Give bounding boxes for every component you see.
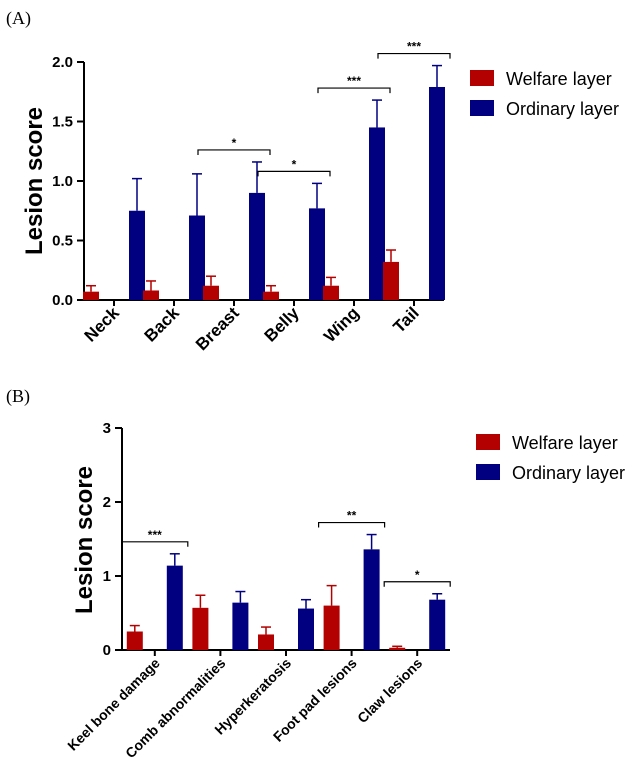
bar	[249, 192, 265, 300]
panel-label-a: (A)	[6, 8, 31, 29]
legend-label: Ordinary layer	[512, 463, 625, 483]
significance-label: *	[415, 568, 420, 582]
legend-swatch	[470, 70, 494, 86]
bar	[383, 261, 399, 300]
significance-bracket	[257, 170, 331, 177]
legend-swatch	[470, 100, 494, 116]
x-tick-label: Tail	[390, 303, 423, 336]
bar	[323, 285, 339, 300]
bar	[309, 208, 325, 300]
legend-label: Ordinary layer	[506, 99, 619, 119]
bar	[189, 215, 205, 300]
y-tick-label: 0.0	[52, 292, 73, 309]
bar	[258, 634, 274, 650]
significance-label: *	[232, 136, 237, 150]
significance-label: *	[292, 157, 297, 171]
significance-bracket	[197, 149, 271, 155]
bar	[429, 86, 445, 301]
significance-bracket	[317, 87, 391, 94]
bar	[166, 565, 183, 650]
bar	[429, 599, 446, 650]
significance-label: ***	[148, 528, 162, 542]
bar	[232, 602, 249, 650]
legend-label: Welfare layer	[512, 433, 618, 453]
bar	[298, 608, 314, 650]
bar	[83, 291, 99, 300]
bar	[323, 605, 340, 650]
panel-label-b: (B)	[6, 386, 30, 407]
y-tick-label: 0.5	[52, 233, 73, 250]
ylabel-a: Lesion score	[21, 107, 48, 255]
significance-label: **	[347, 509, 357, 523]
y-tick-label: 1	[103, 568, 111, 585]
ylabel-b: Lesion score	[71, 466, 98, 614]
bar	[129, 210, 145, 300]
legend-label: Welfare layer	[506, 69, 612, 89]
bar	[389, 647, 406, 650]
x-tick-label: Belly	[261, 303, 304, 346]
y-tick-label: 1.5	[52, 114, 73, 131]
significance-bracket	[318, 521, 386, 528]
bar	[126, 631, 143, 650]
x-tick-label: Claw lesions	[354, 655, 425, 726]
x-tick-label: Breast	[192, 303, 243, 354]
y-tick-label: 2	[103, 494, 111, 511]
x-tick-label: Back	[141, 303, 184, 346]
legend-swatch	[476, 434, 500, 450]
x-tick-label: Wing	[320, 303, 363, 346]
bar	[263, 291, 279, 300]
bar	[363, 549, 380, 650]
significance-label: ***	[347, 74, 361, 88]
y-tick-label: 1.0	[52, 173, 73, 190]
significance-bracket	[383, 581, 451, 587]
legend-swatch	[476, 464, 500, 480]
bar	[369, 127, 385, 300]
x-tick-label: Neck	[81, 303, 124, 346]
y-tick-label: 3	[103, 420, 111, 437]
significance-label: ***	[407, 40, 421, 54]
bar	[203, 285, 219, 300]
significance-bracket	[377, 52, 451, 59]
bar	[192, 607, 209, 650]
plot-a: 0.0 0.5 1.0 1.5 2.0 Neck Back Breast * Belly * Wing…	[52, 40, 619, 355]
y-tick-label: 0	[103, 642, 111, 659]
y-tick-label: 2.0	[52, 54, 73, 71]
significance-bracket	[121, 541, 189, 547]
bar	[143, 290, 159, 300]
